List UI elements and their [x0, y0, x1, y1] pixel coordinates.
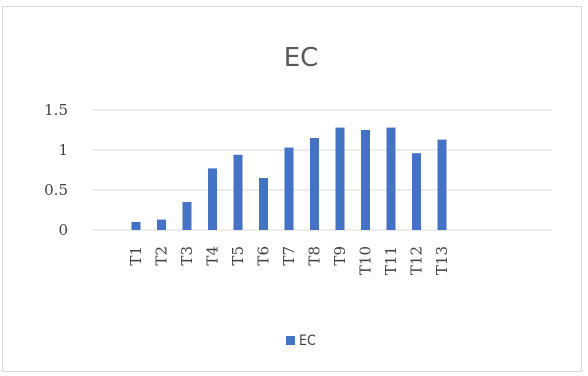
bar-t4	[208, 168, 217, 230]
x-tick-label: T12	[408, 246, 426, 275]
legend: EC	[286, 333, 316, 349]
legend-label-ec: EC	[299, 333, 316, 349]
bar-t13	[437, 139, 447, 230]
bar-t2	[157, 219, 166, 230]
x-tick-label: T5	[229, 246, 247, 266]
bar-t12	[412, 153, 421, 230]
bar-t6	[259, 178, 268, 230]
x-tick-label: T10	[357, 246, 375, 275]
x-tick-label: T3	[178, 246, 196, 266]
x-tick-label: T1	[127, 246, 145, 266]
x-tick-label: T7	[280, 246, 298, 266]
y-tick-label: 0	[58, 221, 68, 239]
legend-swatch-ec	[286, 336, 295, 345]
bar-t8	[310, 138, 319, 230]
x-tick-label: T11	[382, 246, 400, 275]
bar-t5	[233, 154, 243, 230]
bar-t1	[131, 222, 141, 230]
bar-t11	[386, 127, 396, 230]
chart-title: EC	[284, 43, 319, 73]
x-tick-label: T2	[153, 246, 171, 266]
bar-t3	[182, 202, 192, 230]
y-tick-label: 1	[58, 141, 68, 159]
x-axis-ticks: T1 T2 T3 T4 T5 T6 T7 T8 T9 T10 T11 T12 T13	[127, 246, 451, 275]
x-tick-label: T4	[204, 246, 222, 266]
gridlines	[93, 109, 552, 231]
x-tick-label: T8	[306, 246, 324, 266]
y-tick-label: 0.5	[44, 181, 68, 199]
x-tick-label: T6	[255, 246, 273, 266]
x-tick-label: T9	[331, 246, 349, 266]
bar-t9	[335, 127, 345, 230]
bar-t7	[284, 147, 294, 230]
bar-t10	[361, 130, 370, 230]
y-tick-label: 1.5	[44, 101, 68, 119]
y-axis-ticks: 0 0.5 1 1.5	[44, 101, 68, 239]
bars	[131, 127, 447, 230]
x-tick-label: T13	[433, 246, 451, 275]
